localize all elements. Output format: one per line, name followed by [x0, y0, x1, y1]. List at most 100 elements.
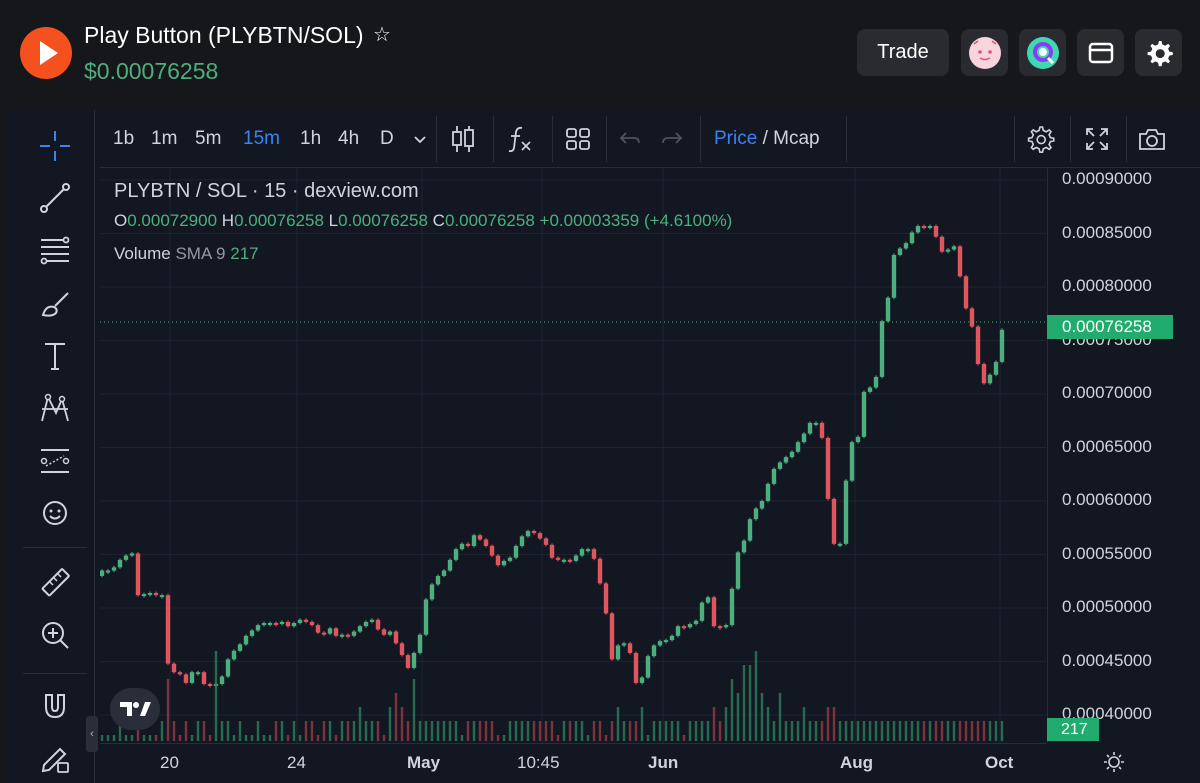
volume-bar	[556, 735, 560, 741]
price-chart[interactable]	[100, 168, 1046, 743]
candle	[285, 621, 291, 627]
price-axis[interactable]	[1047, 168, 1200, 743]
search-app-button[interactable]	[1019, 29, 1066, 76]
last-price-label: 0.00076258	[1047, 315, 1173, 339]
function-icon	[508, 126, 531, 153]
crosshair-tool[interactable]	[37, 128, 73, 164]
header: Play Button (PLYBTN/SOL) ☆ $0.00076258 T…	[0, 0, 1200, 100]
text-tool[interactable]	[37, 338, 73, 374]
volume-bar	[136, 721, 140, 741]
volume-bar	[262, 735, 266, 741]
wallet-icon	[1088, 42, 1113, 63]
pattern-tool[interactable]	[37, 390, 73, 426]
timeframe-1m[interactable]: 1m	[151, 128, 178, 149]
timeframe-5m[interactable]: 5m	[195, 128, 222, 149]
volume-bar	[106, 735, 110, 741]
collapse-toolbar-button[interactable]: ‹	[86, 716, 98, 752]
volume-bar	[196, 721, 200, 741]
time-axis[interactable]	[100, 743, 1046, 783]
volume-bar	[550, 721, 554, 741]
candle	[903, 243, 909, 249]
candle	[777, 462, 783, 469]
candle	[819, 422, 825, 438]
candle	[489, 545, 495, 556]
candle	[585, 549, 591, 552]
volume-bar	[802, 707, 806, 741]
magnet-tool[interactable]	[37, 688, 73, 724]
candle	[237, 644, 243, 651]
favorite-star-icon[interactable]: ☆	[373, 24, 391, 46]
timeframe-d[interactable]: D	[380, 128, 394, 149]
fib-tool[interactable]	[37, 233, 73, 269]
candle	[297, 619, 303, 623]
candle	[669, 635, 675, 641]
axis-settings-button[interactable]	[1102, 750, 1126, 779]
candle	[963, 276, 969, 309]
pink-face-icon	[968, 36, 1001, 69]
redo-button[interactable]	[655, 122, 689, 156]
candle	[453, 549, 459, 560]
candle	[465, 543, 471, 546]
dex-app-button[interactable]	[961, 29, 1008, 76]
candle	[909, 232, 915, 244]
volume-bar	[172, 721, 176, 741]
timeframe-1b[interactable]: 1b	[113, 128, 135, 149]
candle	[135, 553, 141, 596]
candles-icon	[452, 126, 474, 152]
candle	[195, 672, 201, 675]
measure-tool[interactable]	[37, 565, 73, 601]
fullscreen-icon	[1086, 128, 1108, 150]
candle	[987, 374, 993, 384]
price-mcap-separator: /	[757, 128, 774, 149]
trade-button[interactable]: Trade	[857, 29, 949, 76]
volume-bar	[586, 735, 590, 741]
indicators-button[interactable]	[502, 122, 536, 156]
volume-bar	[508, 721, 512, 741]
candle	[573, 555, 579, 561]
mcap-option[interactable]: Mcap	[773, 128, 820, 149]
candle	[153, 593, 159, 596]
volume-bar	[592, 721, 596, 741]
volume-bar	[466, 721, 470, 741]
candle	[279, 621, 285, 625]
undo-button[interactable]	[613, 122, 647, 156]
wallet-button[interactable]	[1077, 29, 1124, 76]
timeframe-4h[interactable]: 4h	[338, 128, 360, 149]
price-option[interactable]: Price	[714, 128, 758, 149]
volume-bar	[658, 721, 662, 741]
fullscreen-button[interactable]	[1080, 122, 1114, 156]
lock-drawings-tool[interactable]	[37, 740, 73, 776]
zoom-tool[interactable]	[37, 617, 73, 653]
volume-bar	[400, 707, 404, 741]
volume-bar	[772, 721, 776, 741]
brush-tool[interactable]	[37, 286, 73, 322]
emoji-tool[interactable]	[37, 495, 73, 531]
settings-button[interactable]	[1135, 29, 1182, 76]
timeframe-15m[interactable]: 15m	[243, 128, 280, 149]
chart-widget	[8, 110, 1200, 783]
volume-bar	[784, 721, 788, 741]
volume-bar	[730, 679, 734, 741]
redo-icon	[662, 132, 683, 144]
timeframe-1h[interactable]: 1h	[300, 128, 322, 149]
chart-type-button[interactable]	[446, 122, 480, 156]
volume-bar	[484, 721, 488, 741]
candle	[375, 619, 381, 630]
trend-line-tool[interactable]	[37, 180, 73, 216]
chart-settings-button[interactable]	[1023, 122, 1057, 156]
layout-button[interactable]	[561, 122, 595, 156]
sma-label: SMA 9	[175, 244, 226, 263]
volume-bar	[202, 721, 206, 741]
volume-bar	[256, 721, 260, 741]
timeframe-dropdown[interactable]	[403, 122, 437, 156]
price-tick-label: 0.00060000	[1062, 490, 1152, 509]
tradingview-logo[interactable]	[110, 688, 160, 730]
zoom-in-icon	[42, 622, 69, 649]
volume-bar	[358, 707, 362, 741]
screenshot-button[interactable]	[1135, 122, 1169, 156]
price-mcap-toggle[interactable]: Price / Mcap	[714, 128, 820, 150]
volume-bar	[148, 735, 152, 741]
candle	[243, 635, 249, 645]
candle	[513, 545, 519, 558]
prediction-tool[interactable]	[37, 443, 73, 479]
